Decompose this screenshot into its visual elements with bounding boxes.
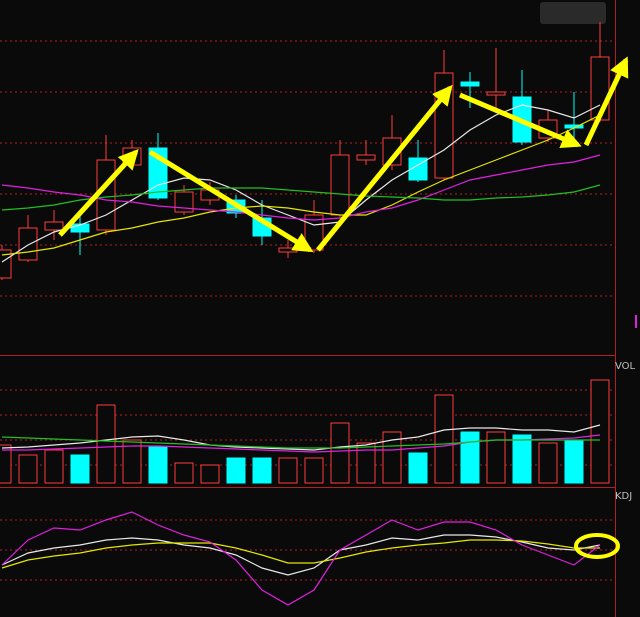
volume-bar: [44, 449, 64, 484]
line: [1, 539, 600, 569]
line: [1, 154, 601, 221]
volume-bar: [70, 454, 90, 484]
panel-title: KDJ: [615, 491, 632, 502]
candle-body: [174, 191, 194, 213]
volume-bar: [434, 394, 454, 484]
arrow: [148, 149, 314, 253]
candle-body: [18, 227, 38, 261]
volume-bar: [564, 439, 584, 484]
arrow: [459, 92, 582, 148]
line: [1, 436, 600, 449]
line: [1, 511, 601, 606]
arrow: [58, 149, 139, 237]
candle-body: [278, 247, 298, 253]
annotations: [58, 56, 629, 253]
arrow: [316, 84, 453, 252]
volume-bar: [200, 464, 220, 484]
volume-bar: [226, 457, 246, 484]
candle-body: [486, 91, 506, 96]
line: [1, 534, 601, 576]
volume-bar: [590, 379, 610, 484]
volume-bar: [96, 404, 116, 484]
volume-bar: [408, 452, 428, 484]
volume-bar: [148, 446, 168, 484]
volume-bar: [356, 442, 376, 484]
line: [1, 114, 601, 256]
candle-body: [44, 221, 64, 231]
volume-bar: [538, 442, 558, 484]
volume-bar: [252, 457, 272, 484]
highlight-ring: [574, 533, 620, 559]
volume-bar: [486, 431, 506, 484]
plot: [0, 22, 615, 606]
volume-bar: [512, 434, 532, 484]
volume-bar: [304, 457, 324, 484]
candle-body: [356, 154, 376, 161]
line: [1, 184, 601, 211]
volume-bar: [174, 462, 194, 484]
blurred-box: [540, 2, 606, 24]
candle-body: [460, 81, 480, 87]
volume-bar: [278, 457, 298, 484]
volume-bar: [122, 439, 142, 484]
volume-bar: [382, 431, 402, 484]
volume-bar: [18, 454, 38, 484]
candle-body: [0, 249, 12, 279]
volume-bar: [330, 422, 350, 484]
candle-body: [408, 157, 428, 181]
volume-bar: [460, 431, 480, 484]
candle-body: [330, 154, 350, 216]
panel-title: VOL: [615, 361, 636, 372]
arrow: [583, 56, 629, 147]
volume-bar: [0, 444, 12, 484]
